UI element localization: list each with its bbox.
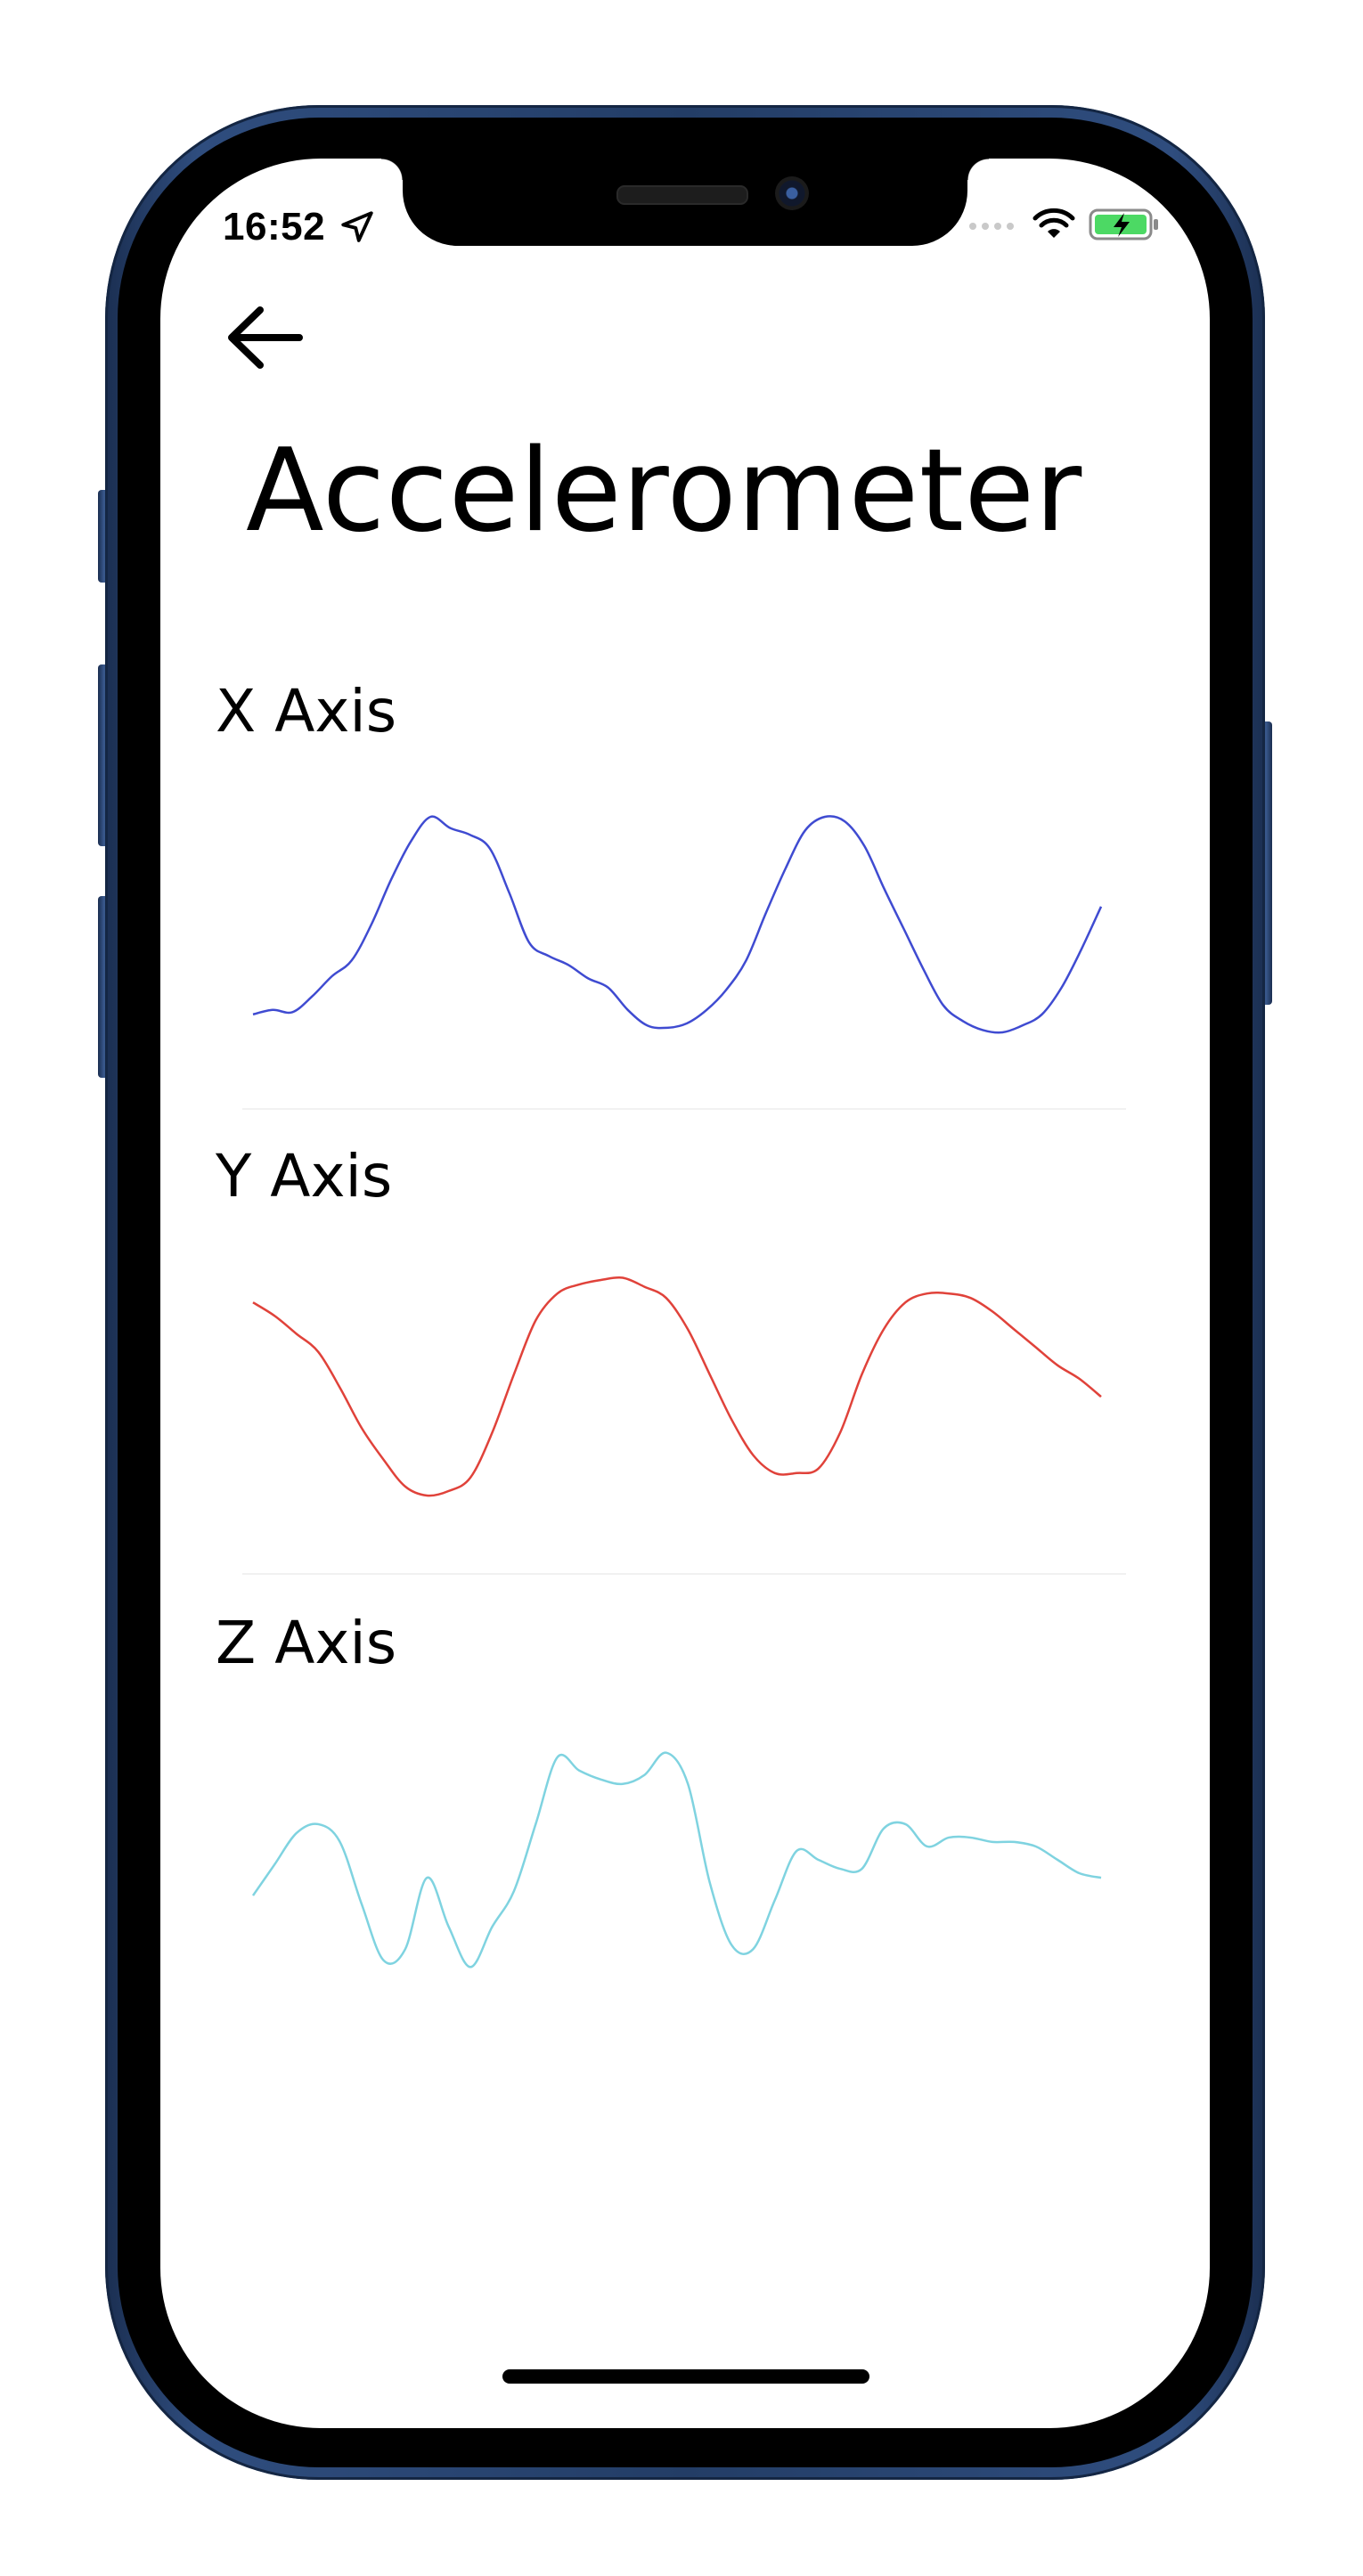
wifi-icon [1032, 208, 1075, 238]
status-icons [967, 207, 1160, 242]
x-axis-series-line [253, 816, 1101, 1032]
home-indicator[interactable] [502, 2369, 869, 2384]
back-arrow-icon[interactable] [224, 303, 306, 372]
section-divider [242, 1108, 1126, 1110]
front-camera [775, 176, 809, 210]
y-axis-chart [249, 1272, 1105, 1504]
z-axis-series-line [253, 1753, 1101, 1968]
z-axis-label: Z Axis [216, 1609, 397, 1677]
earpiece-speaker [616, 185, 748, 205]
y-axis-series-line [253, 1277, 1101, 1496]
x-axis-chart [249, 809, 1105, 1040]
notch [381, 159, 989, 246]
section-divider [242, 1573, 1126, 1575]
y-axis-label: Y Axis [216, 1142, 393, 1211]
location-arrow-icon [341, 211, 373, 242]
app-screen: 16:52 [160, 159, 1210, 2428]
battery-charging-icon [1089, 208, 1158, 240]
signal-dots-icon [969, 223, 1014, 230]
status-time: 16:52 [223, 205, 326, 249]
z-axis-chart [249, 1744, 1105, 1976]
page-title: Accelerometer [246, 425, 1082, 558]
x-axis-label: X Axis [216, 677, 397, 746]
